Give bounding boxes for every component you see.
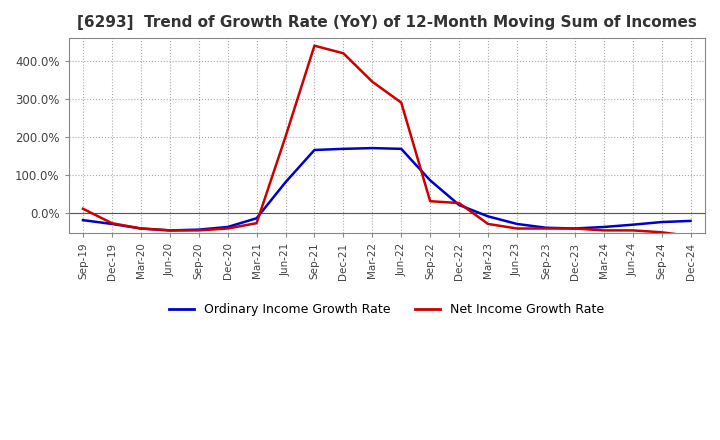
Ordinary Income Growth Rate [166, 228, 174, 233]
Ordinary Income Growth Rate [686, 218, 695, 224]
Net Income Growth Rate [629, 228, 637, 233]
Net Income Growth Rate [339, 51, 348, 56]
Ordinary Income Growth Rate [657, 220, 666, 225]
Ordinary Income Growth Rate [252, 216, 261, 221]
Net Income Growth Rate [310, 43, 319, 48]
Net Income Growth Rate [541, 226, 550, 231]
Net Income Growth Rate [686, 234, 695, 239]
Ordinary Income Growth Rate [223, 224, 232, 230]
Ordinary Income Growth Rate [570, 226, 579, 231]
Net Income Growth Rate [397, 100, 405, 105]
Ordinary Income Growth Rate [426, 178, 434, 183]
Legend: Ordinary Income Growth Rate, Net Income Growth Rate: Ordinary Income Growth Rate, Net Income … [164, 298, 610, 321]
Net Income Growth Rate [570, 226, 579, 231]
Net Income Growth Rate [137, 226, 145, 231]
Net Income Growth Rate [455, 201, 464, 206]
Net Income Growth Rate [484, 221, 492, 227]
Net Income Growth Rate [78, 206, 87, 211]
Ordinary Income Growth Rate [484, 214, 492, 219]
Ordinary Income Growth Rate [513, 221, 521, 227]
Title: [6293]  Trend of Growth Rate (YoY) of 12-Month Moving Sum of Incomes: [6293] Trend of Growth Rate (YoY) of 12-… [77, 15, 697, 30]
Ordinary Income Growth Rate [194, 227, 203, 232]
Ordinary Income Growth Rate [107, 221, 116, 227]
Ordinary Income Growth Rate [310, 147, 319, 153]
Ordinary Income Growth Rate [397, 146, 405, 151]
Ordinary Income Growth Rate [339, 146, 348, 151]
Net Income Growth Rate [282, 134, 290, 139]
Line: Ordinary Income Growth Rate: Ordinary Income Growth Rate [83, 148, 690, 231]
Ordinary Income Growth Rate [629, 222, 637, 227]
Net Income Growth Rate [107, 220, 116, 226]
Net Income Growth Rate [368, 79, 377, 84]
Net Income Growth Rate [194, 228, 203, 233]
Net Income Growth Rate [513, 226, 521, 231]
Net Income Growth Rate [223, 226, 232, 231]
Ordinary Income Growth Rate [137, 226, 145, 231]
Ordinary Income Growth Rate [78, 217, 87, 223]
Ordinary Income Growth Rate [282, 180, 290, 185]
Ordinary Income Growth Rate [541, 225, 550, 231]
Ordinary Income Growth Rate [600, 224, 608, 230]
Net Income Growth Rate [166, 228, 174, 233]
Net Income Growth Rate [426, 198, 434, 204]
Net Income Growth Rate [600, 228, 608, 233]
Net Income Growth Rate [657, 230, 666, 235]
Ordinary Income Growth Rate [455, 202, 464, 208]
Net Income Growth Rate [252, 220, 261, 226]
Ordinary Income Growth Rate [368, 146, 377, 151]
Line: Net Income Growth Rate: Net Income Growth Rate [83, 46, 690, 236]
